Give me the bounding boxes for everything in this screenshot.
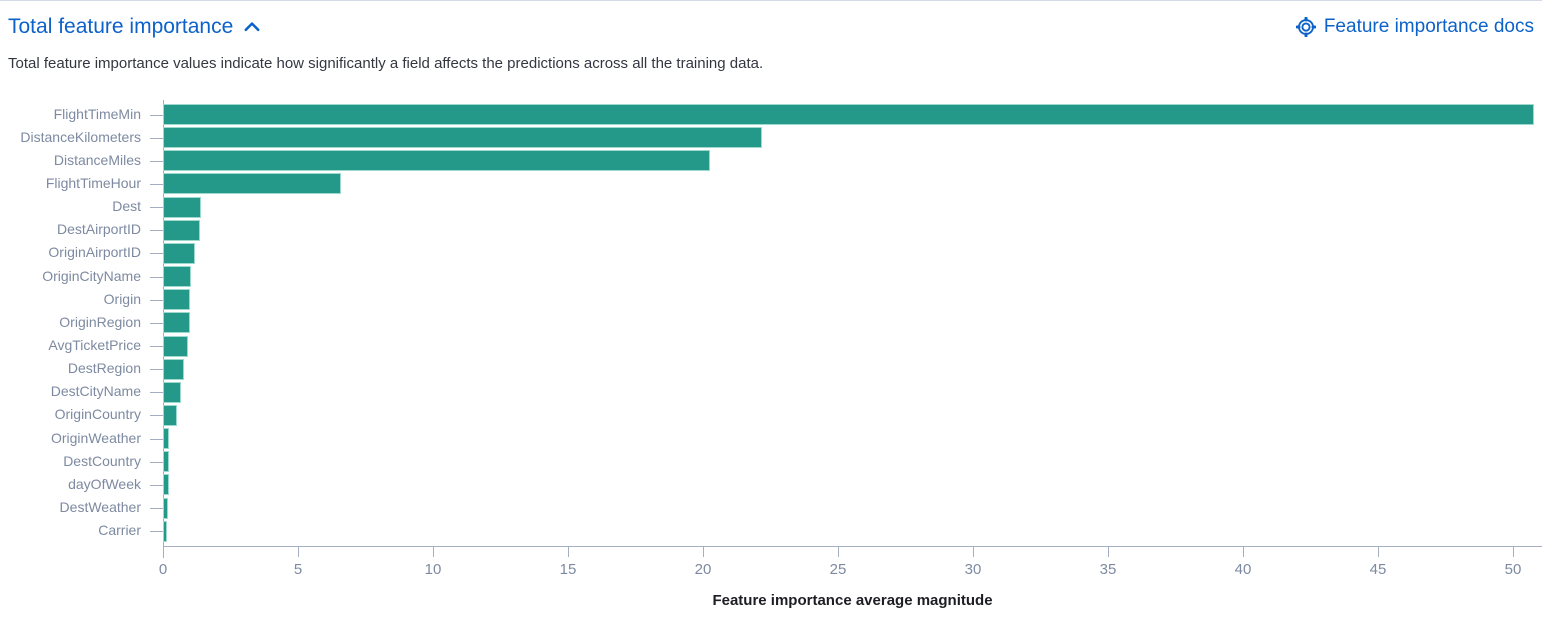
y-axis-tick	[150, 300, 163, 301]
bar[interactable]	[164, 151, 710, 171]
x-axis-line	[163, 546, 1542, 547]
bar[interactable]	[164, 267, 191, 287]
x-axis-tick	[973, 546, 974, 557]
bar[interactable]	[164, 405, 176, 425]
y-axis-tick	[150, 485, 163, 486]
x-axis-tick-label: 15	[559, 561, 577, 578]
bar[interactable]	[164, 359, 183, 379]
bar[interactable]	[164, 105, 1533, 124]
y-axis-label: DestRegion	[67, 360, 141, 377]
y-axis-label: OriginCountry	[54, 406, 141, 423]
panel-header: Total feature importance Feature importa…	[8, 13, 1534, 41]
bar[interactable]	[164, 475, 168, 495]
bar[interactable]	[164, 243, 194, 263]
y-axis-label: Origin	[103, 290, 141, 307]
y-axis-tick	[150, 115, 163, 116]
x-axis-tick-label: 10	[424, 561, 442, 578]
y-axis-label: OriginAirportID	[48, 244, 141, 261]
y-axis-label: Dest	[112, 198, 141, 215]
x-axis-tick	[703, 546, 704, 557]
docs-link-label: Feature importance docs	[1323, 16, 1534, 37]
x-axis-tick	[838, 546, 839, 557]
y-axis-label: dayOfWeek	[68, 475, 141, 492]
y-axis-label: DestCountry	[63, 452, 141, 469]
bar[interactable]	[164, 498, 167, 518]
y-axis-label: DistanceMiles	[53, 151, 141, 168]
y-axis-tick	[150, 161, 163, 162]
x-axis-tick-label: 20	[694, 561, 712, 578]
bar[interactable]	[164, 128, 761, 148]
y-axis-tick	[150, 531, 163, 532]
y-axis-label: DestAirportID	[56, 221, 141, 238]
y-axis-tick	[150, 508, 163, 509]
y-axis-tick	[150, 138, 163, 139]
x-axis-tick-label: 35	[1099, 561, 1117, 578]
x-axis-tick-label: 0	[158, 561, 168, 578]
bar[interactable]	[164, 429, 169, 449]
y-axis-tick	[150, 184, 163, 185]
bar[interactable]	[164, 174, 340, 194]
bar[interactable]	[164, 290, 190, 310]
bar[interactable]	[164, 197, 201, 217]
y-axis-line	[163, 100, 164, 558]
y-axis-tick	[150, 230, 163, 231]
x-axis-tick	[1108, 546, 1109, 557]
x-axis-tick	[298, 546, 299, 557]
help-icon	[1295, 17, 1316, 37]
y-axis-label: Carrier	[98, 522, 141, 539]
x-axis-title: Feature importance average magnitude	[712, 592, 993, 609]
y-axis-tick	[150, 207, 163, 208]
y-axis-tick	[150, 439, 163, 440]
bar[interactable]	[164, 220, 200, 240]
y-axis-label: FlightTimeMin	[53, 105, 141, 122]
y-axis-label: OriginWeather	[50, 429, 141, 446]
y-axis-tick	[150, 277, 163, 278]
x-axis-tick-label: 40	[1234, 561, 1252, 578]
bar[interactable]	[164, 313, 189, 333]
x-axis-tick-label: 50	[1504, 561, 1522, 578]
bar[interactable]	[164, 452, 169, 472]
y-axis-tick	[150, 346, 163, 347]
x-axis-tick-label: 45	[1369, 561, 1387, 578]
x-axis-tick-label: 5	[293, 561, 303, 578]
y-axis-tick	[150, 253, 163, 254]
y-axis-label: DestCityName	[50, 383, 141, 400]
y-axis-label: OriginRegion	[59, 313, 141, 330]
x-axis-tick	[568, 546, 569, 557]
x-axis-tick	[433, 546, 434, 557]
y-axis-label: DistanceKilometers	[20, 128, 141, 145]
y-axis-tick	[150, 392, 163, 393]
section-title-toggle[interactable]: Total feature importance	[8, 13, 261, 41]
y-axis-tick	[150, 462, 163, 463]
chevron-up-icon	[243, 18, 261, 36]
section-description: Total feature importance values indicate…	[8, 55, 764, 72]
x-axis-tick-label: 25	[829, 561, 847, 578]
x-axis-tick	[1513, 546, 1514, 557]
bar[interactable]	[164, 521, 166, 541]
page-title: Total feature importance	[8, 15, 234, 38]
x-axis-tick	[163, 546, 164, 557]
bar[interactable]	[164, 336, 188, 356]
y-axis-label: FlightTimeHour	[45, 174, 141, 191]
y-axis-label: DestWeather	[59, 499, 141, 516]
y-axis-label: OriginCityName	[42, 267, 141, 284]
y-axis-label: AvgTicketPrice	[48, 337, 141, 353]
feature-importance-docs-link[interactable]: Feature importance docs	[1295, 14, 1534, 40]
y-axis-tick	[150, 415, 163, 416]
y-axis-tick	[150, 369, 163, 370]
y-axis-tick	[150, 323, 163, 324]
x-axis-tick	[1378, 546, 1379, 557]
x-axis-tick	[1243, 546, 1244, 557]
bar[interactable]	[164, 382, 181, 402]
x-axis-tick-label: 30	[964, 561, 982, 578]
